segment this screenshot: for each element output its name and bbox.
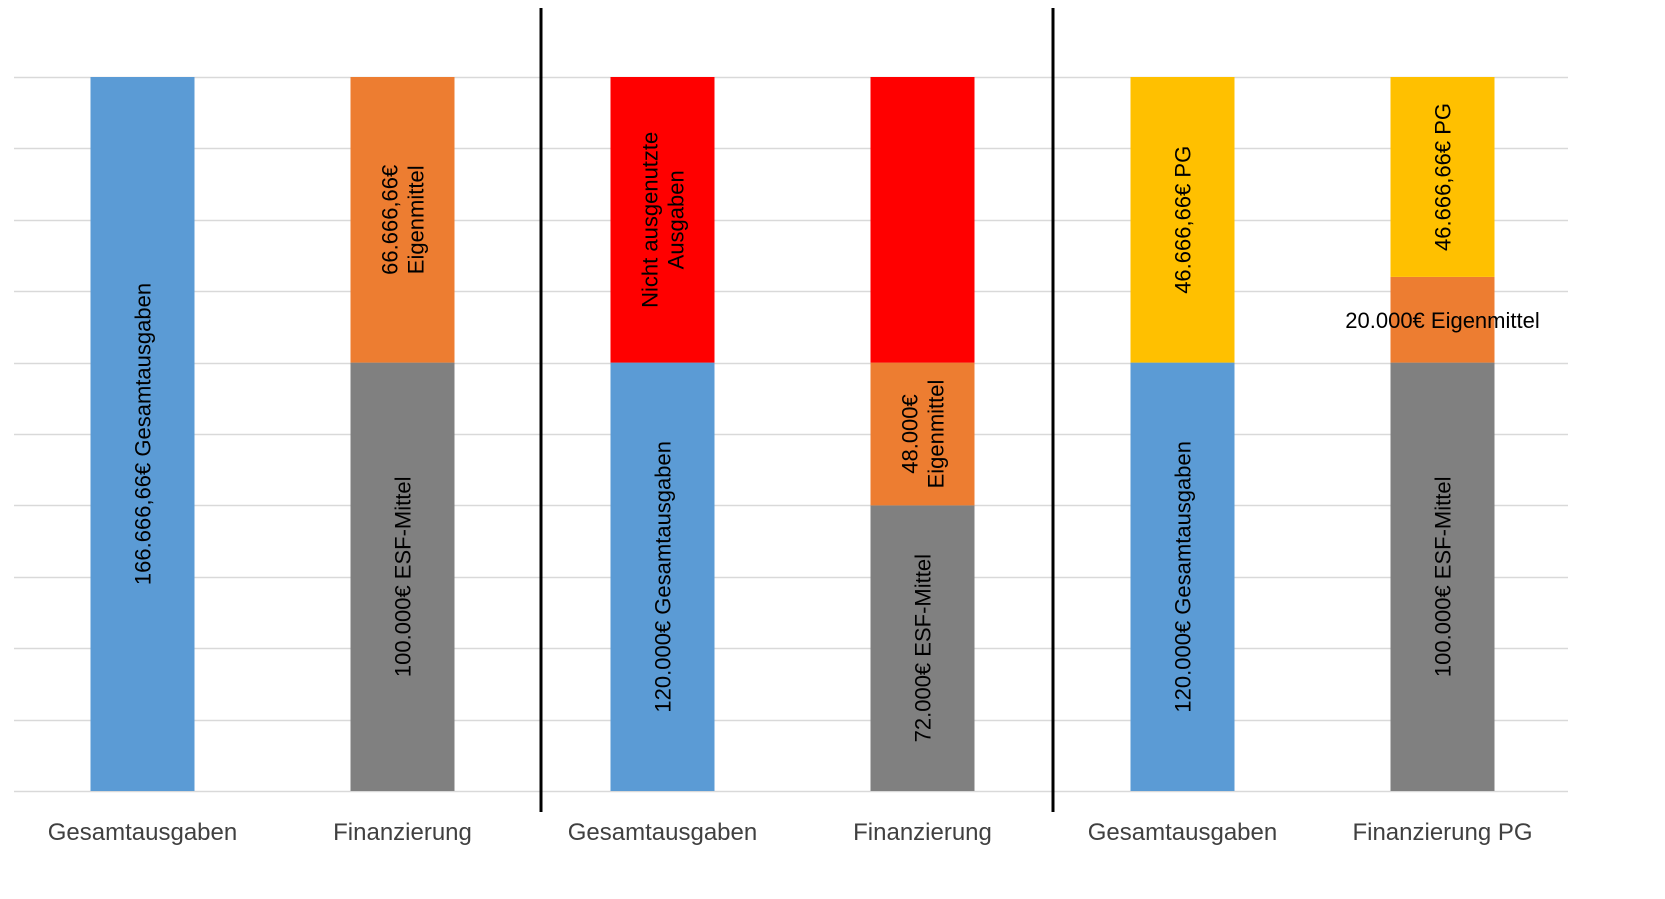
segment-label: 48.000€ [898,394,923,474]
segment-label: 20.000€ Eigenmittel [1345,308,1539,333]
category-label: Finanzierung [333,819,472,846]
segment-label-group: 48.000€ Eigenmittel [898,380,949,489]
group-dividers [539,8,1055,812]
segment-label: Nicht ausgenutzte [638,132,663,308]
segment-label-group: 100.000€ ESF-Mittel [391,477,416,678]
segment-label-group: 120.000€ Gesamtausgaben [1171,441,1196,713]
bar-segment-blue [610,362,715,791]
bar-segment-gray [350,362,455,791]
segment-label-group: 120.000€ Gesamtausgaben [651,441,676,713]
segment-label: Eigenmittel [924,380,949,489]
bars [90,77,1495,791]
segment-label: Ausgaben [664,170,689,269]
bar-segment-yellow [1390,77,1495,277]
category-label: Gesamtausgaben [48,819,237,846]
category-label: Gesamtausgaben [1088,819,1277,846]
category-labels: Gesamtausgaben Finanzierung Gesamtausgaben… [48,819,1533,846]
bar-segment-red [870,77,975,363]
bar-segment-gray [1390,362,1495,791]
bar-segment-orange [870,362,975,506]
segment-label: 46.666,66€ PG [1171,146,1196,294]
segment-label: 66.666,66€ [378,165,403,275]
category-label: Gesamtausgaben [568,819,757,846]
segment-label: 100.000€ ESF-Mittel [1431,477,1456,678]
segment-label-group: 46.666,66€ PG [1431,103,1456,251]
segment-label-group: 166.666,66€ Gesamtausgaben [131,283,156,585]
segment-labels: 166.666,66€ Gesamtausgaben 100.000€ ESF-M… [131,103,1540,742]
bar-segment-gray [870,505,975,791]
segment-label-group: 46.666,66€ PG [1171,146,1196,294]
category-label: Finanzierung [853,819,992,846]
gridlines [14,76,1568,793]
segment-label: 120.000€ Gesamtausgaben [1171,441,1196,713]
segment-label: 46.666,66€ PG [1431,103,1456,251]
bar-segment-orange [350,77,455,363]
segment-label-group: 72.000€ ESF-Mittel [911,554,936,742]
category-label: Finanzierung PG [1352,819,1532,846]
segment-label: 166.666,66€ Gesamtausgaben [131,283,156,585]
bar-segment-blue [90,77,195,791]
bar-segment-blue [1130,362,1235,791]
segment-label: 72.000€ ESF-Mittel [911,554,936,742]
segment-label: Eigenmittel [404,165,429,274]
segment-label: 100.000€ ESF-Mittel [391,477,416,678]
segment-label-group: 66.666,66€ Eigenmittel [378,165,429,275]
segment-label-group: 100.000€ ESF-Mittel [1431,477,1456,678]
bar-segment-yellow [1130,77,1235,363]
bar-segment-red [610,77,715,363]
segment-label: 120.000€ Gesamtausgaben [651,441,676,713]
bar-segment-orange [1390,276,1495,363]
segment-label-group: Nicht ausgenutzte Ausgaben [638,132,689,308]
